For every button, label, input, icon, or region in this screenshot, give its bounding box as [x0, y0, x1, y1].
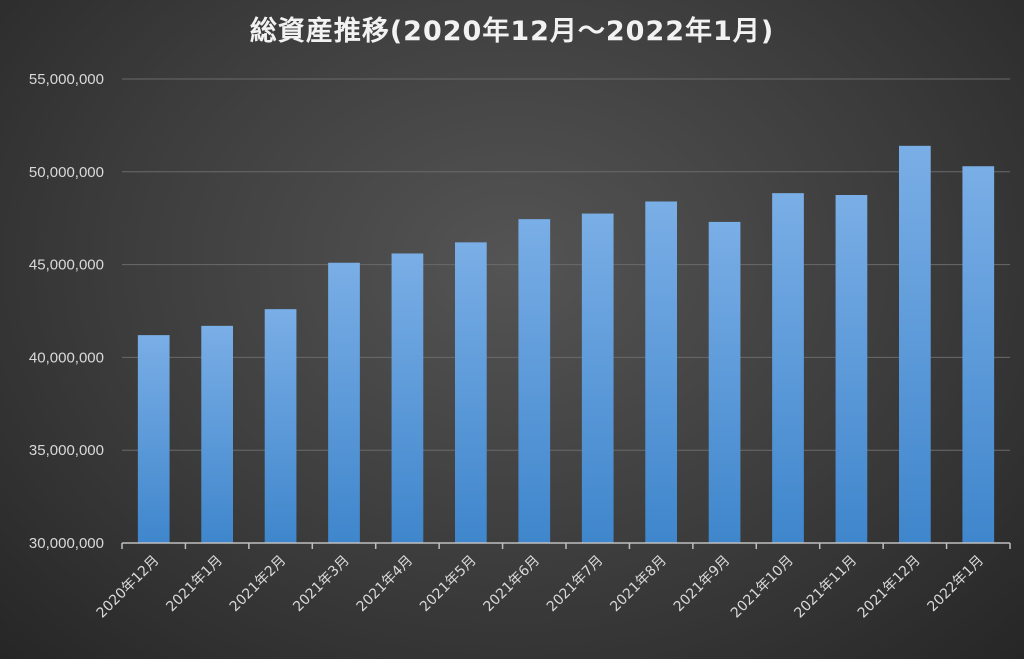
- bar: [645, 201, 677, 543]
- x-tick-label: 2021年11月: [791, 553, 860, 622]
- bar: [328, 262, 360, 543]
- y-tick-label: 40,000,000: [29, 349, 104, 366]
- x-tick-label: 2021年7月: [544, 553, 607, 616]
- x-tick-label: 2021年6月: [481, 553, 544, 616]
- gridlines: [122, 78, 1010, 451]
- y-tick-label: 35,000,000: [29, 442, 104, 459]
- x-tick-label: 2021年5月: [417, 553, 480, 616]
- bar: [899, 145, 931, 544]
- y-axis: 30,000,000 35,000,000 40,000,000 45,000,000…: [29, 71, 104, 552]
- bar: [201, 325, 233, 543]
- bar: [835, 195, 868, 543]
- bar: [391, 253, 424, 544]
- bar: [264, 309, 297, 543]
- x-axis: 2020年12月 2021年1月 2021年2月 2021年3月 2021年4月 2021…: [94, 542, 1011, 622]
- x-tick-label: 2021年4月: [354, 553, 417, 616]
- bar: [518, 219, 551, 544]
- x-tick-label: 2021年10月: [728, 553, 797, 622]
- y-tick-label: 55,000,000: [29, 71, 104, 88]
- bars: [137, 145, 995, 544]
- bar: [581, 213, 614, 543]
- x-tick-label: 2020年12月: [94, 553, 163, 622]
- bar: [137, 335, 170, 543]
- x-tick-label: 2021年8月: [607, 553, 670, 616]
- bar: [455, 242, 487, 543]
- x-tick-label: 2021年3月: [290, 553, 353, 616]
- y-tick-label: 30,000,000: [29, 535, 104, 552]
- bar: [772, 193, 804, 544]
- y-tick-label: 50,000,000: [29, 164, 104, 181]
- chart-title: 総資産推移(2020年12月～2022年1月): [250, 15, 774, 47]
- x-tick-label: 2021年9月: [671, 553, 734, 616]
- x-tick-label: 2021年2月: [227, 553, 290, 616]
- bar: [962, 166, 995, 543]
- x-tick-label: 2021年12月: [855, 553, 924, 622]
- bar: [708, 221, 741, 544]
- x-tick-label: 2022年1月: [925, 553, 988, 616]
- x-tick-label: 2021年1月: [163, 553, 226, 616]
- y-tick-label: 45,000,000: [29, 257, 104, 274]
